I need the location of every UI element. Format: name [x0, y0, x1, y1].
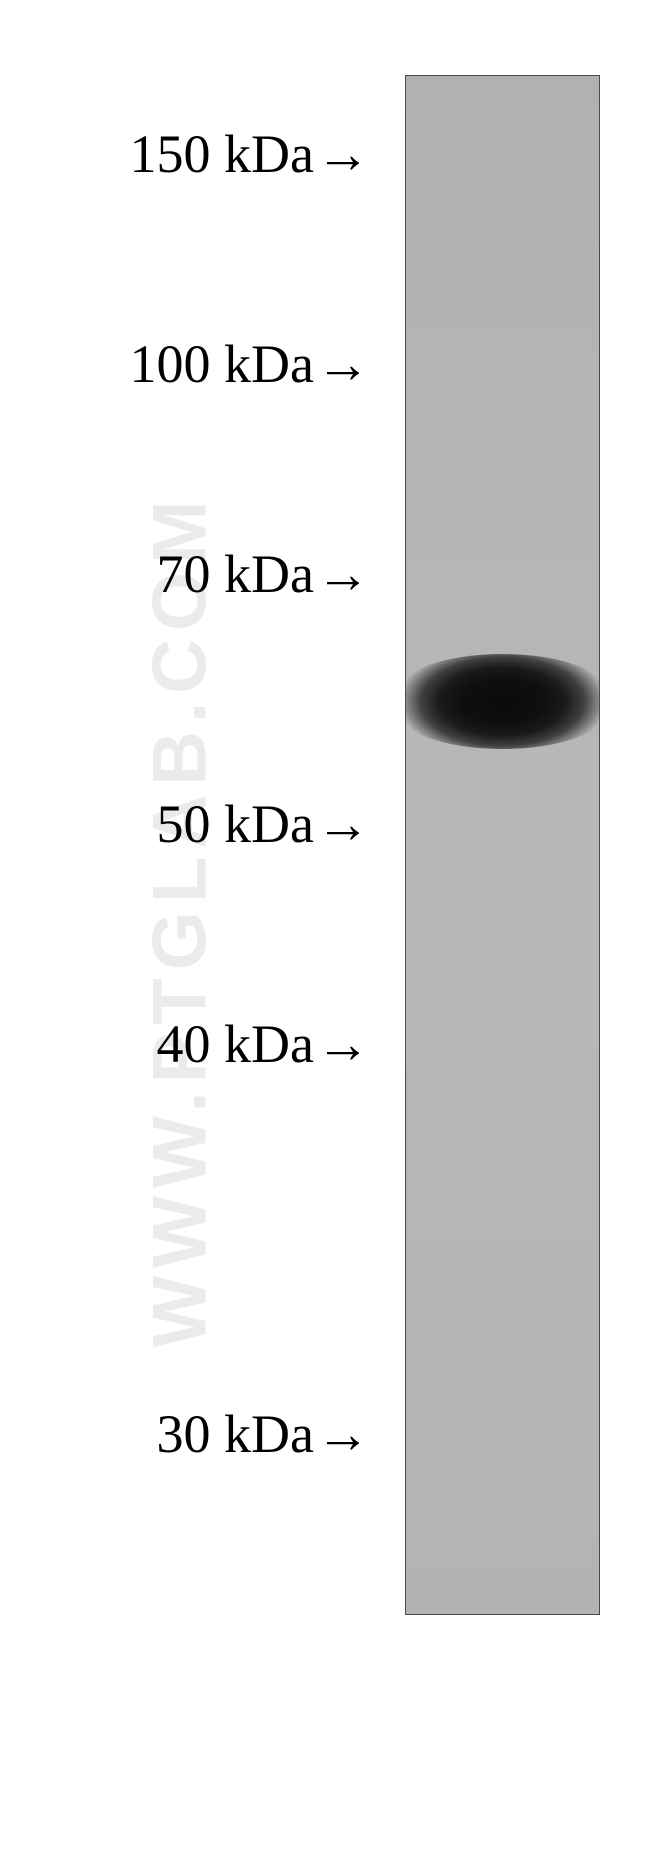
mw-value: 50 kDa: [157, 794, 314, 854]
arrow-icon: →: [316, 543, 370, 605]
mw-marker-label: 100 kDa→: [0, 333, 370, 395]
mw-marker-label: 50 kDa→: [0, 793, 370, 855]
mw-value: 40 kDa: [157, 1014, 314, 1074]
mw-value: 100 kDa: [130, 334, 314, 394]
mw-value: 30 kDa: [157, 1404, 314, 1464]
arrow-icon: →: [316, 1403, 370, 1465]
mw-value: 150 kDa: [130, 124, 314, 184]
protein-band: [405, 654, 600, 749]
mw-value: 70 kDa: [157, 544, 314, 604]
mw-marker-label: 70 kDa→: [0, 543, 370, 605]
mw-marker-label: 30 kDa→: [0, 1403, 370, 1465]
mw-marker-label: 150 kDa→: [0, 123, 370, 185]
arrow-icon: →: [316, 333, 370, 395]
arrow-icon: →: [316, 793, 370, 855]
arrow-icon: →: [316, 123, 370, 185]
western-blot-figure: WWW.PTGLAB.COM 150 kDa→100 kDa→70 kDa→50…: [0, 0, 650, 1855]
blot-lane: [405, 75, 600, 1615]
arrow-icon: →: [316, 1013, 370, 1075]
watermark-text: WWW.PTGLAB.COM: [137, 493, 224, 1348]
mw-marker-label: 40 kDa→: [0, 1013, 370, 1075]
